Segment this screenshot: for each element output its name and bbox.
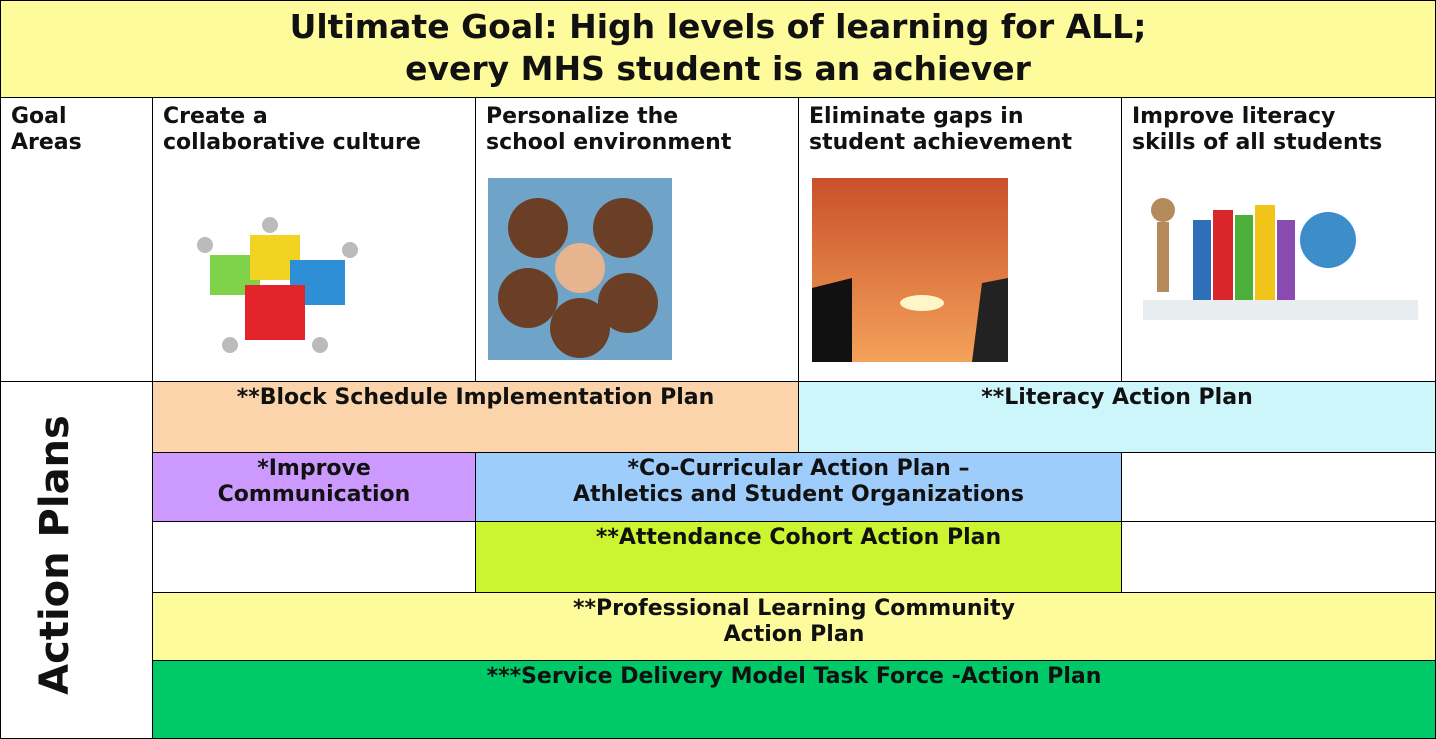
plan-text: Action Plan	[723, 622, 865, 647]
plan-text: **Professional Learning Community	[573, 596, 1015, 621]
goal-text: Eliminate gaps in	[809, 104, 1024, 129]
row-label-cell: Goal Areas	[0, 97, 153, 382]
plan-text: *Improve	[257, 456, 371, 481]
goal-text: Create a	[163, 104, 268, 129]
plan-cell: ***Service Delivery Model Task Force -Ac…	[152, 660, 1436, 739]
goal-cell: Create a collaborative culture	[152, 97, 476, 382]
plan-cell: *Improve Communication	[152, 452, 476, 522]
row-label: Action Plans	[32, 415, 78, 695]
goal-cell: Eliminate gaps in student achievement	[798, 97, 1122, 382]
plan-text: Athletics and Student Organizations	[573, 482, 1024, 507]
puzzle-image	[197, 217, 358, 353]
empty-cell	[152, 521, 476, 593]
empty-cell	[1121, 521, 1436, 593]
plan-cell: **Professional Learning Community Action…	[152, 592, 1436, 661]
plan-cell: **Block Schedule Implementation Plan	[152, 381, 799, 453]
plan-cell: **Attendance Cohort Action Plan	[475, 521, 1122, 593]
goal-text: Improve literacy	[1132, 104, 1336, 129]
empty-cell	[1121, 452, 1436, 522]
plan-text: **Literacy Action Plan	[981, 385, 1253, 410]
title-line: every MHS student is an achiever	[405, 49, 1031, 88]
goal-cell: Personalize the school environment	[475, 97, 799, 382]
plan-text: *Co-Curricular Action Plan –	[627, 456, 970, 481]
goal-text: Personalize the	[486, 104, 679, 129]
goal-text: student achievement	[809, 130, 1073, 155]
goal-text: skills of all students	[1132, 130, 1383, 155]
plan-text: **Block Schedule Implementation Plan	[236, 385, 715, 410]
books-image	[1143, 198, 1418, 320]
goal-text: collaborative culture	[163, 130, 421, 155]
title-banner: Ultimate Goal: High levels of learning f…	[0, 0, 1436, 98]
plan-text: **Attendance Cohort Action Plan	[595, 525, 1002, 550]
gap-image	[812, 178, 1008, 362]
students-image	[488, 178, 672, 360]
row-label: Goal	[11, 104, 67, 129]
title-line: Ultimate Goal: High levels of learning f…	[289, 7, 1147, 46]
plan-text: Communication	[217, 482, 411, 507]
plan-text: ***Service Delivery Model Task Force -Ac…	[486, 664, 1102, 689]
plan-cell: *Co-Curricular Action Plan – Athletics a…	[475, 452, 1122, 522]
plan-cell: **Literacy Action Plan	[798, 381, 1436, 453]
goal-text: school environment	[486, 130, 732, 155]
row-label: Areas	[11, 130, 82, 155]
